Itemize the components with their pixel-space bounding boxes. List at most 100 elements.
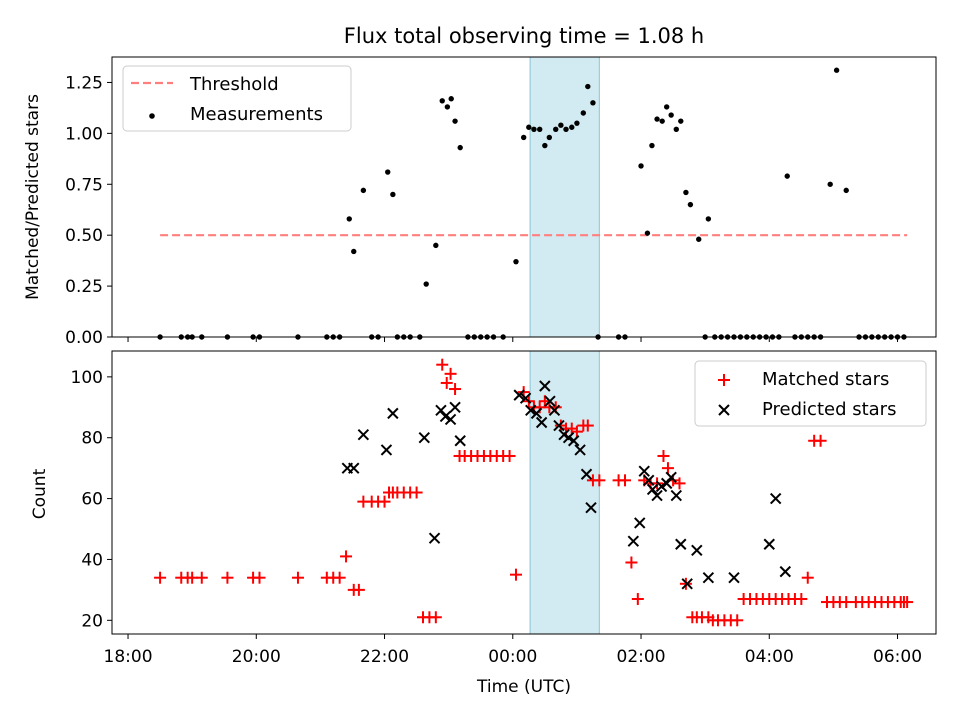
x-tick-label: 22:00 (360, 647, 409, 667)
measurement-point (351, 248, 357, 255)
flux-ratio-panel: Flux total observing time = 1.08 h 0.000… (23, 24, 937, 348)
predicted-star-point (646, 483, 659, 496)
predicted-star-point (643, 474, 655, 487)
matched-star-point (154, 571, 167, 584)
bottom-legend-box (694, 360, 927, 427)
x-tick-label: 20:00 (232, 647, 281, 667)
predicted-star-point (513, 389, 525, 401)
matched-star-point (581, 419, 594, 432)
legend-measurements-label: Measurements (190, 104, 323, 125)
legend-predicted-label: Predicted stars (762, 399, 896, 420)
matched-star-point (795, 593, 808, 606)
measurement-point (683, 189, 689, 196)
measurement-point (346, 216, 352, 222)
predicted-star-point (454, 435, 466, 447)
predicted-star-point (763, 538, 775, 550)
predicted-star-stroke (763, 538, 775, 550)
predicted-star-point (544, 395, 556, 407)
y-tick-label: 20 (81, 611, 103, 631)
predicted-star-point (535, 416, 548, 429)
matched-star-point (378, 495, 391, 508)
top-y-axis: 0.00 0.25 0.50 0.75 1.00 1.25 (65, 73, 899, 348)
y-tick-label: 0.50 (65, 226, 103, 246)
predicted-star-point (562, 432, 575, 444)
matched-star-point (631, 593, 644, 606)
x-axis-label: Time (UTC) (476, 677, 571, 697)
measurement-point (553, 126, 559, 132)
predicted-star-point (627, 535, 640, 547)
x-tick-label: 06:00 (873, 647, 922, 667)
predicted-star-point (691, 544, 703, 557)
predicted-star-stroke (513, 389, 525, 401)
matched-star-point (503, 449, 516, 462)
predicted-star-point (428, 532, 441, 544)
predicted-star-stroke (665, 471, 677, 483)
predicted-star-point (702, 571, 715, 584)
measurement-point (433, 242, 439, 249)
predicted-star-stroke (660, 477, 673, 490)
highlight-span-bottom (529, 350, 600, 635)
y-tick-label: 60 (81, 490, 103, 510)
y-tick-label: 1.00 (65, 124, 103, 144)
measurement-point (659, 118, 665, 124)
top-plot-marks (157, 67, 908, 340)
bottom-y-axis: 20 40 60 80 100 (71, 368, 112, 631)
predicted-star-stroke (439, 410, 452, 423)
measurement-point (537, 126, 543, 132)
predicted-star-point (675, 538, 687, 550)
predicted-star-stroke (574, 444, 586, 456)
predicted-star-point (525, 404, 537, 417)
measurement-point (580, 110, 587, 116)
predicted-star-stroke (553, 419, 565, 432)
matched-star-point (801, 571, 814, 584)
predicted-star-point (539, 380, 551, 392)
measurement-point (360, 187, 367, 194)
matched-star-point (593, 474, 606, 487)
predicted-star-point (380, 444, 393, 456)
predicted-star-stroke (646, 483, 659, 496)
predicted-star-point (444, 413, 457, 426)
predicted-star-stroke (562, 432, 575, 444)
predicted-star-stroke (567, 435, 580, 447)
predicted-star-point (418, 432, 430, 444)
predicted-star-point (665, 471, 677, 483)
predicted-star-stroke (634, 517, 646, 529)
predicted-star-stroke (638, 465, 650, 477)
matched-star-point (449, 383, 462, 396)
measurement-point (638, 163, 644, 169)
y-tick-label: 1.25 (65, 73, 103, 93)
predicted-star-stroke (418, 432, 430, 444)
predicted-star-stroke (580, 468, 593, 480)
predicted-star-stroke (627, 535, 640, 547)
matched-star-point (444, 367, 457, 380)
bottom-plot-marks (154, 358, 914, 627)
measurement-point (520, 134, 527, 141)
predicted-star-stroke (519, 392, 532, 404)
predicted-star-point (553, 419, 565, 432)
predicted-star-stroke (357, 428, 370, 441)
matched-star-point (618, 474, 631, 487)
matched-star-point (429, 611, 442, 624)
predicted-star-point (660, 477, 673, 490)
highlight-span-top (529, 56, 600, 338)
matched-star-point (440, 376, 453, 389)
predicted-star-stroke (387, 407, 399, 420)
matched-star-point (436, 358, 449, 371)
matched-star-point (731, 614, 744, 627)
measurement-point (827, 181, 833, 187)
matched-star-point (333, 571, 346, 584)
predicted-star-point (681, 578, 693, 590)
predicted-star-point (634, 517, 646, 529)
measurement-point (526, 124, 532, 130)
measurement-point (687, 201, 694, 208)
y-tick-label: 80 (81, 429, 103, 449)
predicted-star-stroke (530, 407, 543, 420)
measurement-point (423, 281, 429, 287)
measurement-point (663, 104, 670, 110)
legend-measurements-swatch (149, 113, 155, 119)
predicted-star-stroke (449, 401, 461, 414)
measurement-point (385, 169, 391, 175)
predicted-star-stroke (585, 502, 597, 514)
predicted-star-stroke (525, 404, 537, 417)
